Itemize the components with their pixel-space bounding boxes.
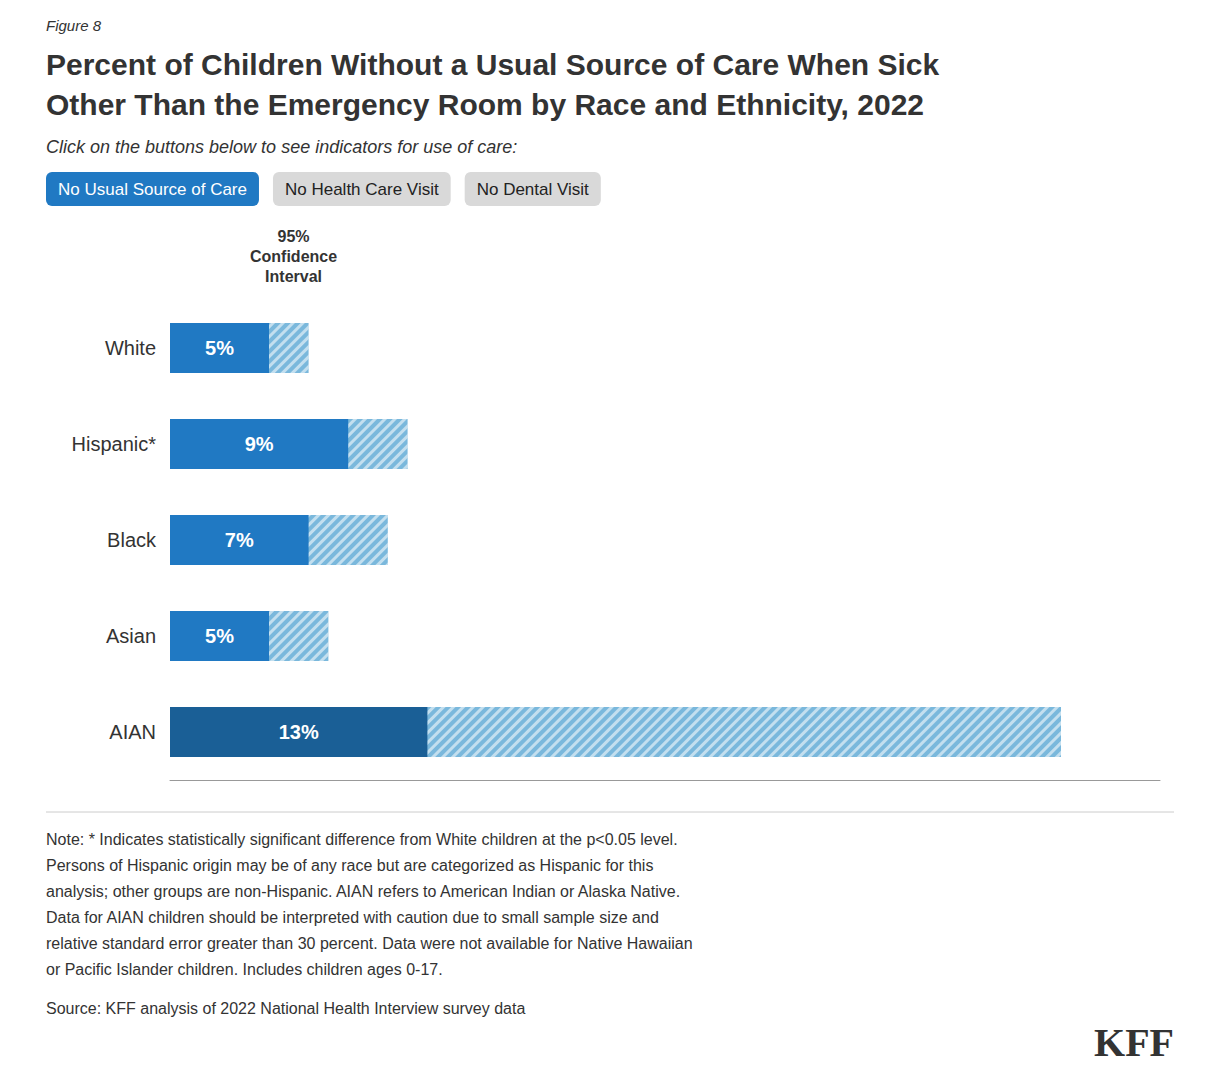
svg-text:Black: Black (107, 529, 157, 551)
svg-text:5%: 5% (205, 625, 234, 647)
svg-text:Other Than the Emergency Room: Other Than the Emergency Room by Race an… (46, 88, 924, 121)
svg-text:No Dental Visit: No Dental Visit (477, 180, 589, 199)
svg-text:Figure 8: Figure 8 (46, 17, 102, 34)
svg-text:Hispanic*: Hispanic* (72, 433, 157, 455)
svg-text:AIAN: AIAN (109, 721, 156, 743)
svg-text:KFF: KFF (1094, 1020, 1174, 1065)
svg-text:analysis; other groups are non: analysis; other groups are non-Hispanic.… (46, 883, 680, 900)
svg-text:Click on the buttons below to: Click on the buttons below to see indica… (46, 137, 517, 157)
svg-text:or Pacific Islander children.: or Pacific Islander children. Includes c… (46, 961, 443, 978)
svg-text:Data for AIAN children should: Data for AIAN children should be interpr… (46, 909, 659, 926)
svg-text:9%: 9% (245, 433, 274, 455)
svg-text:95%: 95% (278, 228, 310, 245)
svg-text:Interval: Interval (265, 268, 322, 285)
svg-text:Confidence: Confidence (250, 248, 337, 265)
svg-text:5%: 5% (205, 337, 234, 359)
svg-text:Source: KFF analysis of 2022 N: Source: KFF analysis of 2022 National He… (46, 1000, 525, 1017)
svg-text:Percent of Children Without a: Percent of Children Without a Usual Sour… (46, 48, 940, 81)
svg-text:White: White (105, 337, 156, 359)
svg-text:13%: 13% (279, 721, 319, 743)
svg-text:7%: 7% (225, 529, 254, 551)
svg-text:Persons of Hispanic origin may: Persons of Hispanic origin may be of any… (46, 857, 653, 874)
svg-text:relative standard error greate: relative standard error greater than 30 … (46, 935, 693, 952)
svg-text:Asian: Asian (106, 625, 156, 647)
svg-text:Note: * Indicates statisticall: Note: * Indicates statistically signific… (46, 831, 678, 848)
svg-text:No Usual Source of Care: No Usual Source of Care (58, 180, 247, 199)
svg-text:No Health Care Visit: No Health Care Visit (285, 180, 439, 199)
